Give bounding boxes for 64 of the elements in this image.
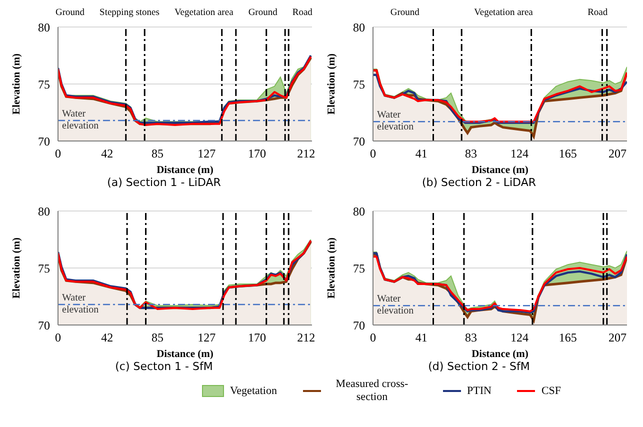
x-tick-label: 170 — [248, 146, 266, 161]
y-axis-title: Elevation (m) — [326, 53, 338, 114]
y-axis-title: Elevation (m) — [12, 237, 23, 298]
y-axis-title: Elevation (m) — [12, 53, 23, 114]
text: Vegetation area — [474, 8, 533, 20]
y-tick-label: 80 — [353, 20, 365, 34]
x-axis-title: Distance (m) — [472, 165, 529, 176]
x-tick-label: 85 — [151, 330, 164, 345]
y-tick-label: 70 — [353, 134, 365, 148]
x-tick-label: 41 — [415, 146, 428, 161]
x-tick-label: 124 — [510, 146, 528, 161]
x-tick-label: 83 — [465, 146, 478, 161]
text: Stepping stones — [100, 8, 160, 20]
y-tick-label: 70 — [38, 134, 50, 148]
ref-line-label: Water elevation — [377, 110, 414, 133]
x-tick-label: 0 — [370, 146, 376, 161]
x-axis-title: Distance (m) — [472, 349, 529, 360]
y-tick-label: 70 — [38, 318, 50, 332]
ref-line-label: Water elevation — [377, 294, 414, 317]
legend-label: CSF — [541, 384, 562, 398]
y-tick-label: 75 — [353, 77, 365, 92]
text: Ground — [390, 8, 420, 20]
legend-label: Measured cross-section — [334, 378, 410, 404]
x-tick-label: 127 — [198, 330, 216, 345]
text: Road — [588, 8, 608, 20]
text: Ground — [248, 8, 278, 20]
text: (a) Section 1 - LiDAR — [106, 176, 222, 191]
text: (c) Secton 1 - SfM — [114, 360, 214, 375]
legend-label: Vegetation — [230, 384, 277, 398]
text: Road — [292, 8, 312, 20]
x-tick-label: 0 — [370, 330, 376, 345]
x-tick-label: 42 — [101, 330, 114, 345]
x-axis-title: Distance (m) — [156, 349, 214, 360]
y-tick-label: 75 — [353, 261, 365, 276]
legend-label: PTIN — [467, 384, 492, 398]
x-tick-label: 42 — [101, 146, 114, 161]
y-axis-title: Elevation (m) — [326, 237, 338, 298]
x-tick-label: 165 — [558, 146, 577, 161]
y-tick-label: 70 — [353, 318, 365, 332]
x-tick-label: 207 — [608, 330, 627, 345]
y-tick-label: 75 — [38, 261, 50, 276]
y-tick-label: 75 — [38, 77, 50, 92]
x-tick-label: 0 — [55, 146, 61, 161]
ref-line-label: Water elevation — [62, 292, 99, 316]
x-axis-title: Distance (m) — [156, 165, 214, 176]
x-tick-label: 127 — [198, 146, 216, 161]
x-tick-label: 124 — [510, 330, 528, 345]
y-tick-label: 80 — [353, 204, 365, 218]
x-tick-label: 165 — [558, 330, 577, 345]
text: (d) Section 2 - SfM — [427, 360, 531, 375]
ref-line-label: Water elevation — [62, 108, 99, 132]
y-tick-label: 80 — [38, 204, 50, 218]
x-tick-label: 0 — [55, 330, 61, 345]
x-tick-label: 83 — [465, 330, 478, 345]
text: (b) Section 2 - LiDAR — [420, 176, 538, 191]
x-tick-label: 212 — [297, 330, 316, 345]
x-tick-label: 85 — [151, 146, 164, 161]
x-tick-label: 41 — [415, 330, 428, 345]
x-tick-label: 207 — [608, 146, 627, 161]
x-tick-label: 212 — [297, 146, 316, 161]
x-tick-label: 170 — [248, 330, 266, 345]
text: Ground — [56, 8, 85, 20]
text: Vegetation area — [174, 8, 234, 20]
y-tick-label: 80 — [38, 20, 50, 34]
